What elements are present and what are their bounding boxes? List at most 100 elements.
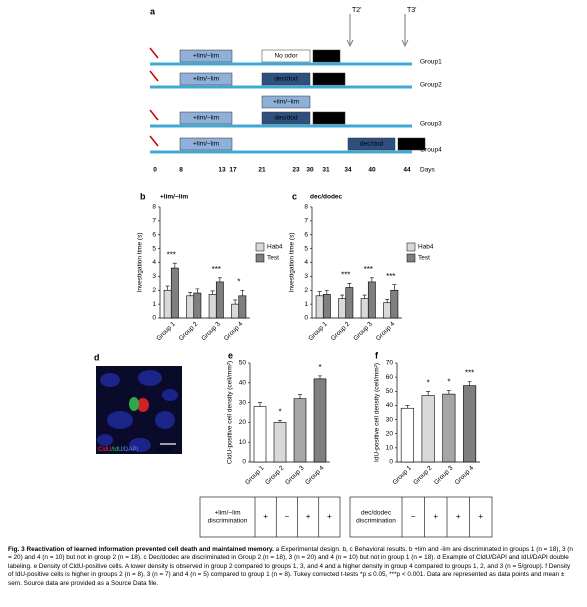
caption-body: a Experimental design. b, c Behavioral r… bbox=[8, 546, 573, 587]
significance: * bbox=[278, 408, 281, 417]
bar bbox=[367, 281, 376, 319]
error-bar bbox=[369, 277, 374, 282]
x-tick-label: Group 3 bbox=[433, 464, 455, 486]
bar bbox=[293, 398, 307, 463]
chart-title: dec/dodec bbox=[310, 194, 343, 201]
nucleus bbox=[107, 411, 133, 429]
stain-name: CldU bbox=[98, 447, 111, 453]
syringe-icon bbox=[149, 70, 159, 82]
day-label: 23 bbox=[292, 167, 300, 174]
error-bar bbox=[188, 292, 193, 296]
day-label: 31 bbox=[322, 167, 330, 174]
error-bar bbox=[317, 291, 322, 296]
error-bar bbox=[233, 299, 238, 305]
protocol-box bbox=[312, 111, 346, 125]
y-tick-label: 30 bbox=[239, 399, 247, 406]
protocol-box-label: Test bbox=[323, 115, 335, 122]
y-tick-label: 5 bbox=[304, 245, 308, 252]
protocol-box bbox=[397, 137, 426, 151]
y-tick-label: 2 bbox=[152, 287, 156, 294]
bar bbox=[186, 295, 195, 319]
day-label: 40 bbox=[368, 167, 376, 174]
x-tick-label: Group 4 bbox=[375, 320, 397, 342]
stain-name: /DAPI bbox=[122, 447, 138, 453]
y-axis-label: Investigation time (s) bbox=[137, 233, 144, 293]
x-tick-label: Group 4 bbox=[454, 464, 476, 486]
protocol-box-label: +lim/−lim bbox=[193, 141, 219, 148]
y-tick-label: 40 bbox=[239, 380, 247, 387]
y-tick-label: 6 bbox=[304, 231, 308, 238]
error-bar bbox=[446, 390, 451, 395]
protocol-box-label: Test bbox=[406, 141, 418, 148]
table-header: dec/dodec bbox=[361, 510, 392, 517]
protocol-box bbox=[261, 72, 311, 86]
panel-label: a bbox=[150, 6, 156, 16]
protocol-box bbox=[261, 95, 311, 109]
stain-legend: CldU/IdU/DAPI bbox=[98, 447, 138, 453]
error-bar bbox=[392, 284, 397, 291]
legend-label: Hab4 bbox=[418, 244, 434, 251]
table-header: +lim/−lim bbox=[214, 510, 240, 517]
table-cell: + bbox=[263, 512, 268, 521]
panel-label: f bbox=[375, 350, 379, 360]
protocol-box bbox=[179, 137, 233, 151]
error-bar bbox=[347, 283, 352, 288]
panel-label: c bbox=[292, 191, 297, 201]
arrow-label: T2' bbox=[352, 7, 362, 14]
table-header: discrimination bbox=[356, 518, 396, 525]
panel-label: b bbox=[140, 191, 146, 201]
bar bbox=[315, 295, 324, 319]
y-tick-label: 5 bbox=[152, 245, 156, 252]
significance: * bbox=[237, 277, 240, 286]
significance: *** bbox=[364, 265, 373, 274]
error-bar bbox=[258, 402, 262, 407]
legend-swatch bbox=[255, 242, 265, 252]
day-label: 44 bbox=[403, 167, 411, 174]
x-tick-label: Group 2 bbox=[330, 320, 352, 342]
arrow-head bbox=[401, 39, 409, 47]
group-label: Group4 bbox=[420, 147, 442, 154]
x-tick-label: Group 2 bbox=[178, 320, 200, 342]
y-tick-label: 7 bbox=[304, 218, 308, 225]
x-tick-label: Group 2 bbox=[264, 464, 286, 486]
significance: * bbox=[318, 363, 321, 372]
protocol-box-label: +lim/−lim bbox=[193, 76, 219, 83]
table-cell: + bbox=[306, 512, 311, 521]
error-bar bbox=[426, 390, 431, 396]
y-tick-label: 0 bbox=[152, 315, 156, 322]
protocol-box-label: +lim/−lim bbox=[273, 99, 299, 106]
days-unit: Days bbox=[420, 167, 436, 174]
y-tick-label: 30 bbox=[386, 416, 394, 423]
bar bbox=[170, 267, 179, 319]
table-cell: + bbox=[433, 512, 438, 521]
error-bar bbox=[165, 285, 170, 291]
protocol-box-label: dec/dod bbox=[274, 76, 298, 83]
y-tick-label: 7 bbox=[152, 218, 156, 225]
x-tick-label: Group 2 bbox=[412, 464, 434, 486]
protocol-box-label: dec/dod bbox=[274, 115, 298, 122]
day-label: 34 bbox=[344, 167, 352, 174]
y-tick-label: 40 bbox=[386, 402, 394, 409]
significance: * bbox=[447, 378, 450, 387]
protocol-box-label: Test bbox=[321, 53, 333, 60]
y-tick-label: 10 bbox=[239, 439, 247, 446]
y-tick-label: 0 bbox=[389, 459, 393, 466]
y-axis-label: Investigation time (s) bbox=[289, 233, 296, 293]
protocol-box bbox=[261, 49, 311, 63]
bar bbox=[421, 395, 435, 463]
panel-label: d bbox=[94, 352, 100, 362]
error-bar bbox=[195, 288, 200, 294]
x-tick-label: Group 1 bbox=[155, 320, 177, 342]
protocol-box bbox=[179, 111, 233, 125]
bar bbox=[193, 292, 202, 319]
table-cell: + bbox=[456, 512, 461, 521]
day-label: 13 bbox=[218, 167, 226, 174]
legend-swatch bbox=[255, 253, 265, 263]
bar bbox=[390, 289, 399, 319]
error-bar bbox=[362, 294, 367, 299]
nucleus bbox=[155, 411, 175, 429]
error-bar bbox=[385, 298, 390, 303]
table-cell: + bbox=[478, 512, 483, 521]
error-bar bbox=[217, 277, 222, 282]
x-tick-label: Group 1 bbox=[307, 320, 329, 342]
